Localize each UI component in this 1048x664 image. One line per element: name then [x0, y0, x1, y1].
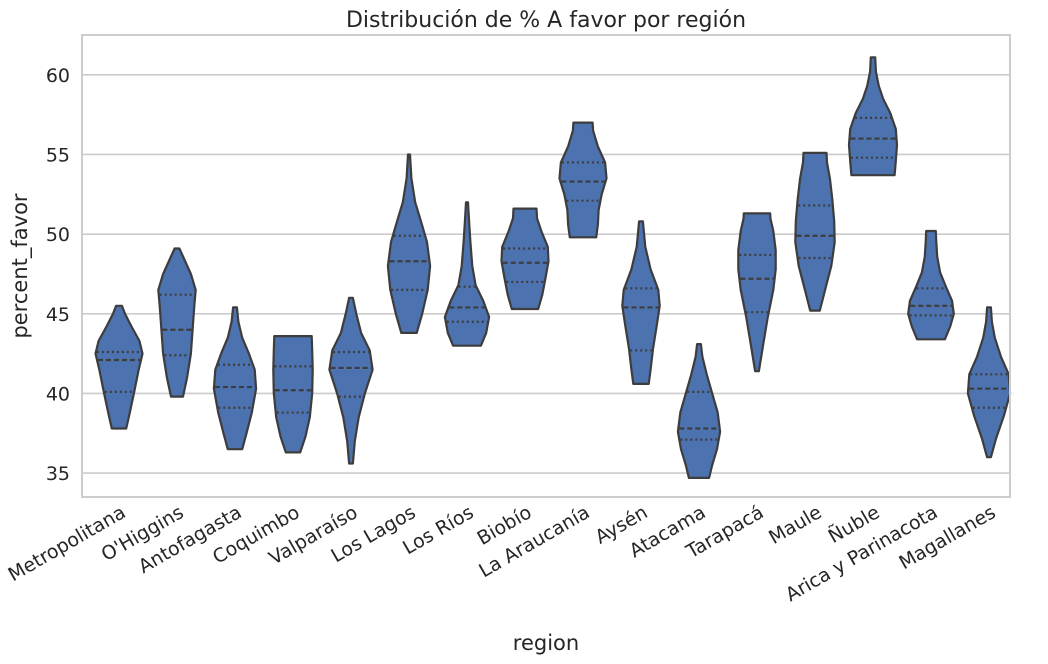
- violin-body: [737, 212, 777, 373]
- violin-7: [500, 207, 550, 311]
- violin-body: [558, 121, 608, 239]
- violin-4: [328, 296, 374, 465]
- violin-body: [621, 220, 661, 385]
- x-axis-title: region: [513, 631, 579, 655]
- violin-5: [386, 153, 432, 334]
- violin-body: [157, 247, 197, 398]
- violins: [94, 56, 1012, 479]
- violin-body: [386, 153, 432, 334]
- y-tick-label: 40: [46, 383, 70, 405]
- violin-0: [94, 304, 144, 430]
- plot-frame: [81, 34, 1011, 498]
- violin-6: [443, 201, 491, 347]
- violin-body: [328, 296, 374, 465]
- violin-1: [157, 247, 197, 398]
- y-tick-label: 45: [46, 304, 70, 326]
- violin-2: [212, 306, 258, 451]
- violin-9: [621, 220, 661, 385]
- y-tick-label: 60: [46, 65, 70, 87]
- y-tick-label: 50: [46, 224, 70, 246]
- violin-body: [212, 306, 258, 451]
- violin-14: [907, 229, 955, 341]
- violin-12: [794, 151, 836, 312]
- violin-body: [907, 229, 955, 341]
- y-axis-title: percent_favor: [8, 193, 33, 338]
- violin-11: [737, 212, 777, 373]
- violin-13: [847, 56, 899, 177]
- chart-title: Distribución de % A favor por región: [346, 8, 746, 33]
- y-tick-labels: 35 40 45 50 55 60: [46, 65, 70, 485]
- violin-8: [558, 121, 608, 239]
- violin-body: [847, 56, 899, 177]
- violin-body: [500, 207, 550, 311]
- y-tick-label: 35: [46, 463, 70, 485]
- violin-body: [676, 343, 722, 479]
- violin-body: [94, 304, 144, 430]
- violin-body: [272, 335, 314, 454]
- violin-body: [443, 201, 491, 347]
- y-tick-label: 55: [46, 144, 70, 166]
- violin-body: [794, 151, 836, 312]
- violin-3: [272, 335, 314, 454]
- violin-10: [676, 343, 722, 479]
